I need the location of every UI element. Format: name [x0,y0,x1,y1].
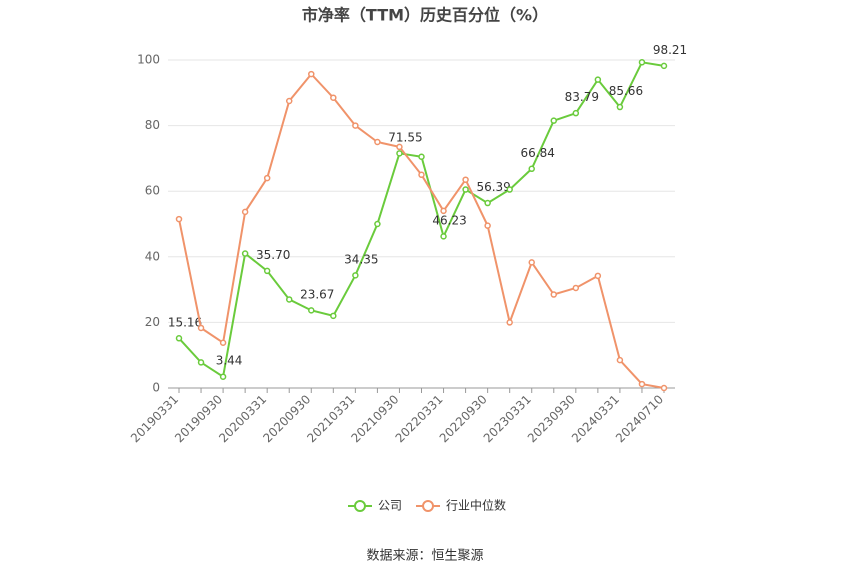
point [528,165,535,173]
legend-label: 公司 [378,499,402,513]
y-tick-label: 100 [137,53,160,67]
point [352,122,359,129]
point [418,153,425,161]
point [175,215,183,223]
point [572,284,580,292]
point [506,319,513,326]
point [484,199,491,207]
point [374,138,381,146]
point [550,117,558,124]
point [440,207,447,215]
point [462,186,469,193]
point [352,272,359,279]
point [285,97,293,105]
data-label: 3.44 [216,354,243,368]
legend-label: 行业中位数 [446,498,506,513]
point [241,250,249,257]
point [462,176,469,183]
point [175,335,183,342]
point [219,339,227,346]
point [285,296,293,303]
data-label: 83.79 [565,90,599,104]
point [638,59,646,66]
point [308,70,315,78]
x-tick-label: 20240710 [613,392,666,445]
point [594,76,602,83]
legend-item: 公司 [348,499,402,513]
point [396,143,403,151]
point [660,384,668,392]
series-line [178,61,665,379]
point [241,208,249,216]
point [330,312,337,320]
data-label: 23.67 [300,287,334,301]
source: 数据来源：恒生聚源 [366,549,483,564]
point [263,174,271,182]
data-label: 15.16 [168,315,202,329]
point [308,307,315,314]
data-label: 56.39 [476,180,510,194]
point [330,94,337,101]
point [263,267,271,275]
point [440,233,447,240]
point [616,103,624,111]
point [484,222,491,229]
point [219,373,227,380]
data-label: 34.35 [344,252,378,266]
data-label: 35.70 [256,248,290,262]
point [197,324,205,332]
chart-title: 市净率（TTM）历史百分位（%） [302,6,548,25]
legend-marker [422,500,435,512]
point [660,62,668,70]
point [418,171,425,179]
point [197,359,205,366]
point [616,356,624,364]
y-tick-label: 0 [152,381,160,395]
point [528,259,535,266]
point [550,291,558,298]
legend-marker [354,500,366,512]
data-label: 46.23 [432,213,466,227]
y-tick-label: 40 [145,249,160,263]
legend-item: 行业中位数 [416,498,506,513]
point [396,150,403,157]
y-tick-label: 80 [145,118,160,132]
data-label: 98.21 [653,43,687,57]
point [594,272,602,280]
point [374,220,381,228]
point [506,186,513,193]
data-label: 71.55 [388,130,422,144]
y-tick-label: 20 [145,315,160,329]
y-tick-label: 60 [145,184,160,198]
point [572,109,580,117]
point [638,380,646,388]
data-label: 66.84 [521,146,555,160]
series-line [178,72,665,389]
data-label: 85.66 [609,84,643,98]
